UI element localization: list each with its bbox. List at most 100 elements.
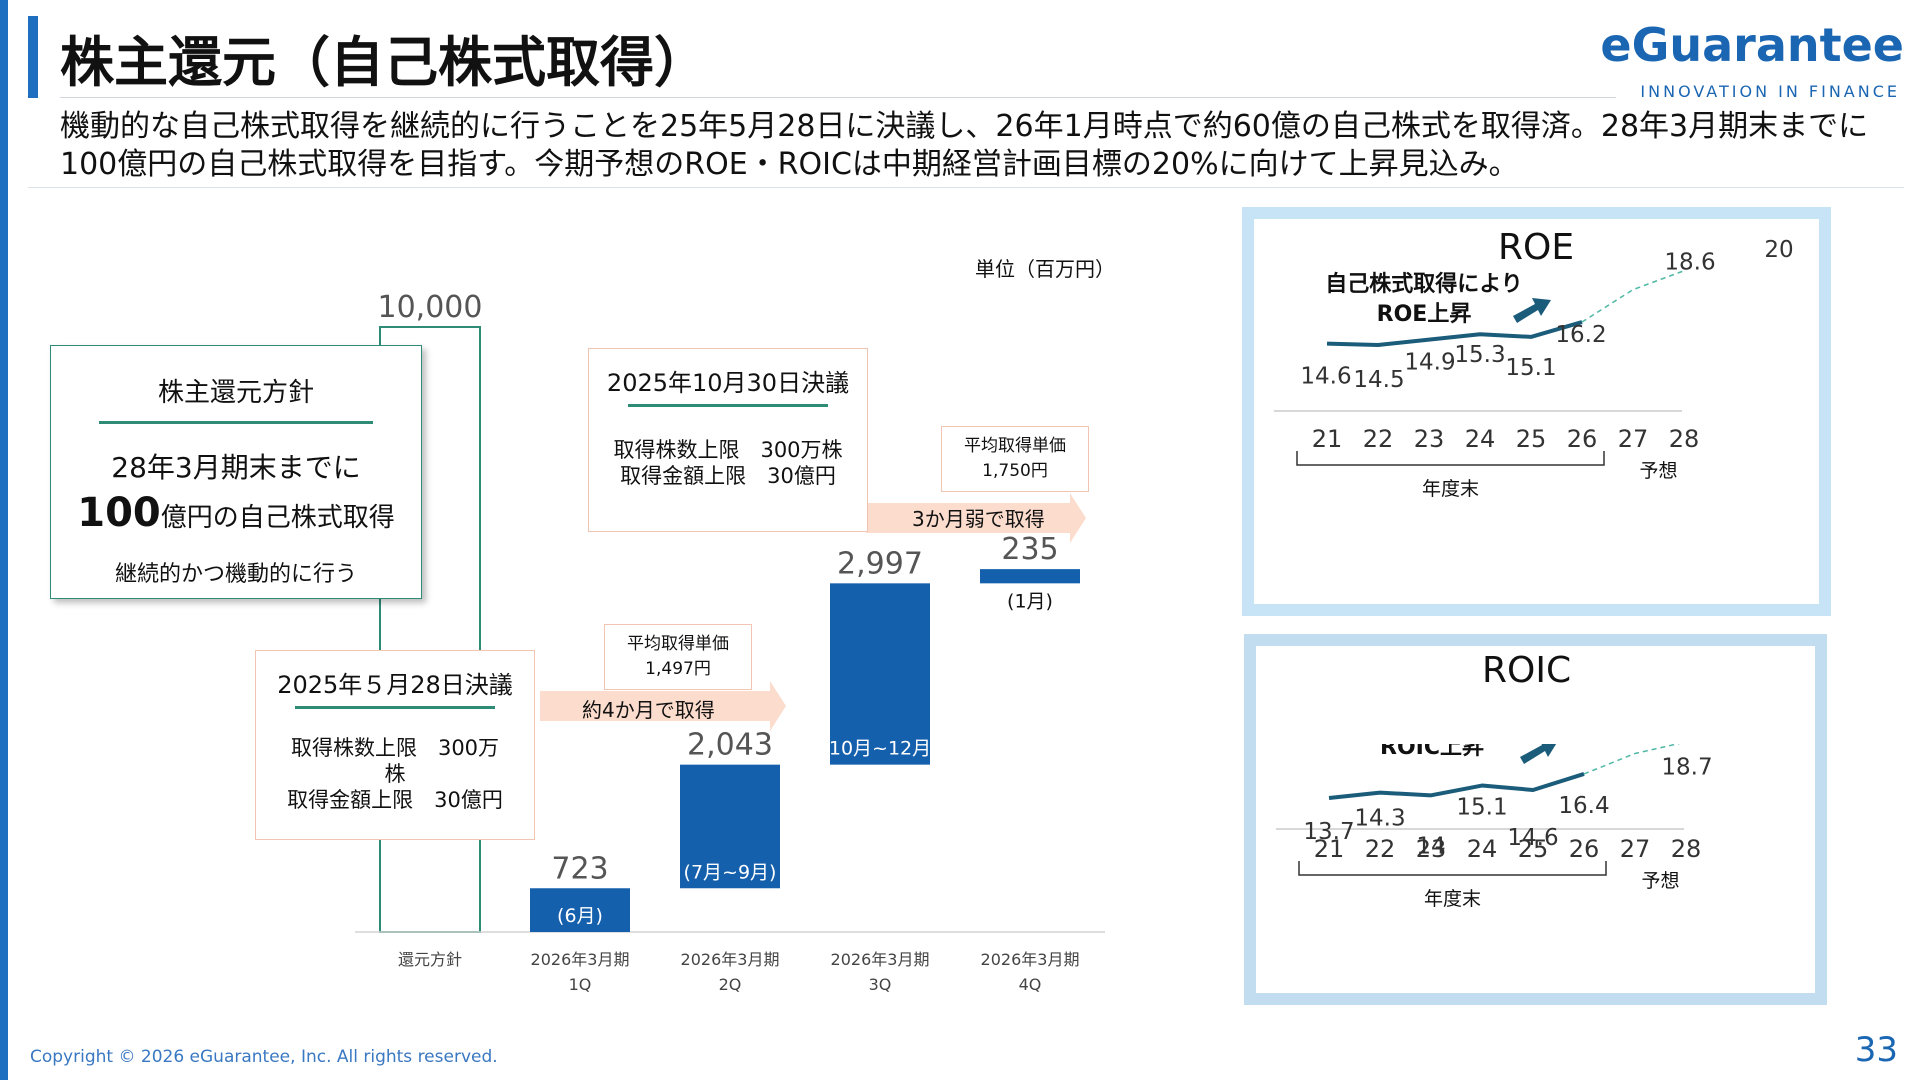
callout-2-line1: 平均取得単価 [964, 436, 1066, 456]
avg-price-callout-1: 平均取得単価 1,497円 [604, 624, 752, 690]
x-tick-label: 23 [1414, 425, 1445, 453]
upward-arrow-icon [1520, 744, 1557, 764]
policy-amount: 100 [77, 490, 161, 536]
lead-text: 機動的な自己株式取得を継続的に行うことを25年5月28日に決議し、26年1月時点… [60, 109, 1869, 182]
x-tick-label: 21 [1314, 835, 1345, 863]
actual-series-line [1326, 320, 1583, 347]
category-label: 2026年3月期 [981, 950, 1080, 969]
x-tick-label: 23 [1416, 835, 1447, 863]
left-accent-rule [0, 0, 8, 1080]
point-label: 15.1 [1456, 795, 1507, 821]
x-tick-label: 25 [1516, 425, 1547, 453]
buyback-bar-chart: 10,000 還元方針 723 (6月) 2026年3月期 1Q 2,043 (7月~9月) 2… [355, 257, 1115, 994]
company-logo: eGuarantee [1600, 18, 1904, 72]
policy-underline [99, 421, 373, 424]
category-sublabel: 3Q [869, 975, 892, 994]
x-tick-label: 25 [1518, 835, 1549, 863]
point-label: 14.9 [1404, 350, 1455, 376]
decision-may-underline [294, 706, 496, 709]
roic-panel: ROIC 13.714.31415.114.616.418.7202122232… [1244, 634, 1827, 1005]
period-arrow-2 [866, 493, 1086, 543]
point-label: 18.7 [1661, 755, 1712, 781]
decision-oct-row1: 取得株数上限 300万株 [613, 438, 843, 462]
point-label: 14 [1416, 833, 1445, 859]
point-label: 14.3 [1354, 806, 1405, 832]
forecast-label: 予想 [1639, 460, 1677, 482]
bar-4q [980, 569, 1080, 584]
title-divider [60, 97, 1616, 98]
category-sublabel: 4Q [1019, 975, 1042, 994]
bar-value-label: 2,043 [687, 728, 773, 763]
point-label: 18.6 [1664, 250, 1715, 276]
bar-value-label: 2,997 [837, 546, 923, 581]
lead-divider [28, 187, 1904, 188]
bar-2q [680, 764, 780, 889]
decision-may-box: 2025年５月28日決議 取得株数上限 300万 株 取得金額上限 30億円 [255, 650, 535, 840]
unit-label: 単位（百万円） [975, 257, 1115, 281]
callout-2-line2: 1,750円 [982, 461, 1048, 481]
category-sublabel: 2Q [719, 975, 742, 994]
bar-series: 10,000 還元方針 723 (6月) 2026年3月期 1Q 2,043 (7月~9月) 2… [378, 290, 1080, 994]
x-tick-label: 26 [1569, 835, 1600, 863]
fiscal-year-label: 年度末 [1422, 478, 1479, 500]
page-title: 株主還元（自己株式取得） [60, 31, 708, 94]
bar-period-label: (1月) [1007, 590, 1053, 612]
bar-period-label: (7月~9月) [684, 861, 777, 883]
logo-tagline: INNOVATION IN FINANCE [1640, 82, 1900, 101]
x-tick-label: 22 [1363, 425, 1394, 453]
copyright-text: Copyright © 2026 eGuarantee, Inc. All ri… [30, 1047, 498, 1067]
x-tick-label: 24 [1467, 835, 1498, 863]
bar-value-label: 235 [1001, 532, 1058, 567]
fiscal-year-bracket [1296, 451, 1605, 466]
roe-title: ROE [1498, 227, 1575, 268]
bar-period-label: (6月) [557, 905, 603, 927]
upward-arrow-icon [1513, 298, 1551, 323]
annotation-line2: ROE上昇 [1377, 302, 1472, 327]
decision-may-row1: 取得株数上限 300万 [290, 736, 500, 760]
category-label: 還元方針 [398, 950, 462, 969]
annotation-line2: ROIC上昇 [1380, 744, 1484, 760]
point-label: 16.4 [1558, 793, 1609, 819]
point-label: 14.6 [1300, 364, 1351, 390]
title-accent-bar [28, 16, 38, 98]
category-label: 2026年3月期 [681, 950, 780, 969]
period-arrows [540, 493, 1086, 731]
arrow-2-label: 3か月弱で取得 [912, 507, 1045, 531]
actual-series-line [1328, 772, 1585, 800]
callout-1-line1: 平均取得単価 [627, 634, 729, 654]
x-tick-label: 28 [1669, 425, 1700, 453]
x-tick-label: 27 [1620, 835, 1651, 863]
decision-oct-heading: 2025年10月30日決議 [606, 369, 850, 397]
bar-value-label: 10,000 [378, 290, 483, 325]
decision-oct-row2: 取得金額上限 30億円 [620, 464, 836, 488]
forecast-series-line [1581, 270, 1685, 323]
callout-1-line2: 1,497円 [645, 659, 711, 679]
x-tick-label: 28 [1671, 835, 1702, 863]
policy-line1: 28年3月期末までに [111, 451, 361, 484]
category-label: 2026年3月期 [531, 950, 630, 969]
bar-value-label: 723 [551, 851, 608, 886]
bar-3q [830, 583, 930, 765]
decision-may-row2: 取得金額上限 30億円 [287, 788, 503, 812]
bar-1q [530, 888, 630, 932]
category-sublabel: 1Q [569, 975, 592, 994]
annotation-line1: 自己株式取得により [1325, 271, 1523, 297]
fiscal-year-bracket [1298, 861, 1607, 876]
point-label: 16.2 [1555, 322, 1606, 348]
policy-heading: 株主還元方針 [157, 378, 314, 408]
point-label: 20 [1764, 237, 1793, 263]
point-label: 15.3 [1454, 342, 1505, 368]
avg-price-callout-2: 平均取得単価 1,750円 [941, 426, 1089, 492]
period-arrow-1 [540, 681, 786, 731]
roe-line-chart: 14.6 14.514.915.3 15.1 16.2 18.6 20 21 22 23 24 25… [1274, 237, 1794, 500]
decision-oct-underline [627, 404, 829, 407]
decision-may-heading: 2025年５月28日決議 [277, 671, 513, 699]
decision-oct-box: 2025年10月30日決議 取得株数上限 300万株 取得金額上限 30億円 [588, 348, 868, 532]
x-tick-label: 24 [1465, 425, 1496, 453]
arrow-1-label: 約4か月で取得 [582, 698, 715, 722]
policy-amount-suffix: 億円の自己株式取得 [160, 503, 395, 533]
roic-title: ROIC [1482, 650, 1572, 691]
category-label: 2026年3月期 [831, 950, 930, 969]
point-label: 14.5 [1353, 367, 1404, 393]
x-tick-label: 26 [1567, 425, 1598, 453]
